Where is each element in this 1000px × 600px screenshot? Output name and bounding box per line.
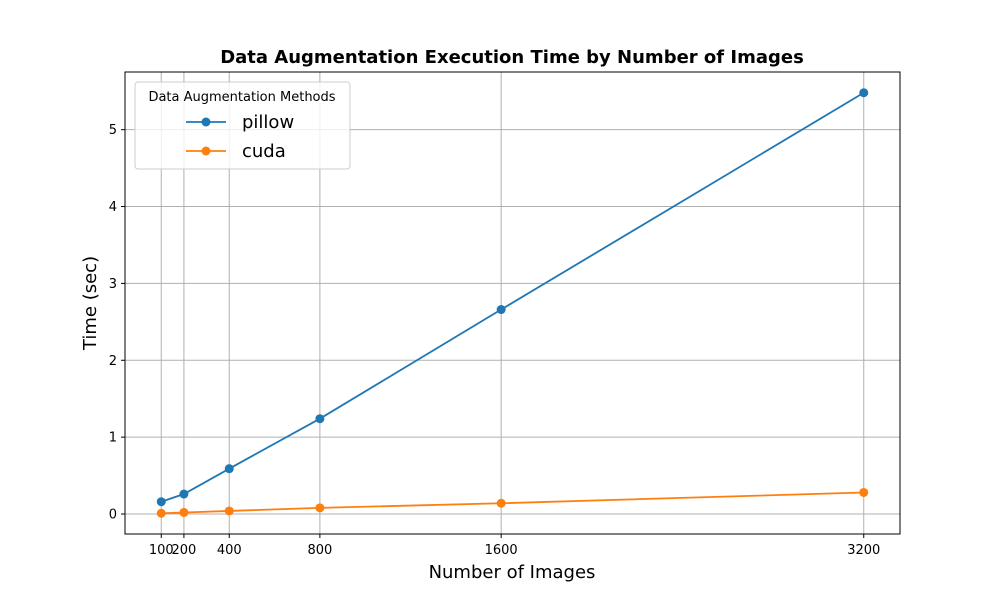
data-point-cuda (315, 503, 325, 513)
legend-title: Data Augmentation Methods (148, 90, 335, 105)
x-tick-label: 200 (172, 543, 197, 558)
x-tick-label: 100 (149, 543, 174, 558)
legend-label-pillow: pillow (242, 112, 294, 133)
y-tick-label: 1 (109, 431, 117, 446)
y-tick-label: 5 (109, 123, 117, 138)
data-point-pillow (859, 88, 869, 98)
legend-marker-pillow (201, 117, 211, 127)
series-line-cuda (161, 491, 864, 515)
x-tick-label: 1600 (485, 543, 518, 558)
data-point-cuda (179, 507, 189, 517)
x-tick-label: 800 (307, 543, 332, 558)
data-point-cuda (496, 498, 506, 508)
y-tick-label: 3 (109, 277, 117, 292)
x-tick-label: 400 (217, 543, 242, 558)
legend: Data Augmentation Methods pillow cuda (134, 81, 351, 170)
data-point-pillow (156, 497, 166, 507)
plot-frame (124, 71, 901, 535)
y-tick-label: 2 (109, 354, 117, 369)
y-tick-label: 4 (109, 200, 117, 215)
data-point-pillow (224, 464, 234, 474)
x-axis-label: Number of Images (429, 562, 596, 583)
legend-box (134, 81, 351, 170)
data-point-cuda (859, 487, 869, 497)
series-layer (156, 88, 869, 518)
legend-label-cuda: cuda (242, 141, 286, 162)
y-axis-label: Time (sec) (80, 256, 101, 351)
x-tick-label: 3200 (847, 543, 880, 558)
y-tick-label: 0 (109, 508, 117, 523)
chart-title: Data Augmentation Execution Time by Numb… (220, 47, 804, 68)
data-point-pillow (315, 414, 325, 424)
data-point-pillow (179, 489, 189, 499)
data-point-pillow (496, 305, 506, 315)
legend-marker-cuda (201, 146, 211, 156)
data-point-cuda (224, 506, 234, 516)
data-point-cuda (156, 508, 166, 518)
